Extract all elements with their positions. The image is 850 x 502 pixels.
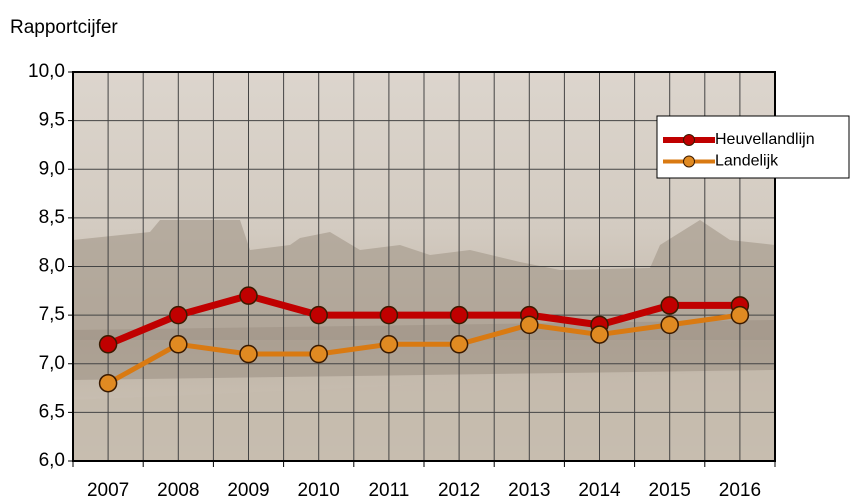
y-tick-label: 7,0 [39,353,65,374]
legend-label: Heuvellandlijn [715,131,815,148]
data-point [730,305,750,325]
legend-label: Landelijk [715,153,779,170]
y-axis-title: Rapportcijfer [10,17,118,38]
data-point [239,286,258,305]
legend-marker [683,155,695,168]
y-tick-label: 10,0 [28,61,65,82]
x-tick-label: 2013 [508,480,550,501]
legend-marker [683,134,695,146]
y-tick-label: 6,0 [39,450,65,471]
x-tick-label: 2009 [227,480,269,501]
data-point [660,296,679,315]
data-point [239,344,258,364]
series-line [106,312,741,386]
data-point [98,373,118,393]
x-tick-label: 2008 [157,480,199,501]
data-point [379,335,399,354]
data-point [98,335,118,354]
data-point [520,315,539,335]
data-point [309,344,328,364]
y-tick-label: 8,5 [39,207,65,228]
data-point [590,325,609,344]
y-tick-label: 7,5 [39,304,65,325]
y-tick-label: 9,0 [39,158,65,179]
x-tick-label: 2007 [87,480,129,501]
data-point [379,305,399,325]
data-point [309,305,328,325]
data-point [449,305,469,325]
y-tick-label: 8,0 [39,256,65,277]
x-tick-label: 2014 [578,480,621,501]
legend: Heuvellandlijn Landelijk [656,115,850,179]
data-point [169,335,188,354]
x-tick-label: 2015 [649,480,691,501]
x-tick-label: 2012 [438,480,480,501]
x-tick-label: 2016 [719,480,761,501]
data-point [660,315,679,335]
data-point [169,305,188,325]
x-tick-label: 2010 [298,480,340,501]
y-tick-label: 6,5 [39,401,65,422]
y-tick-label: 9,5 [39,110,65,131]
data-point [449,335,469,354]
series-line [106,292,740,348]
x-tick-label: 2011 [368,480,409,501]
